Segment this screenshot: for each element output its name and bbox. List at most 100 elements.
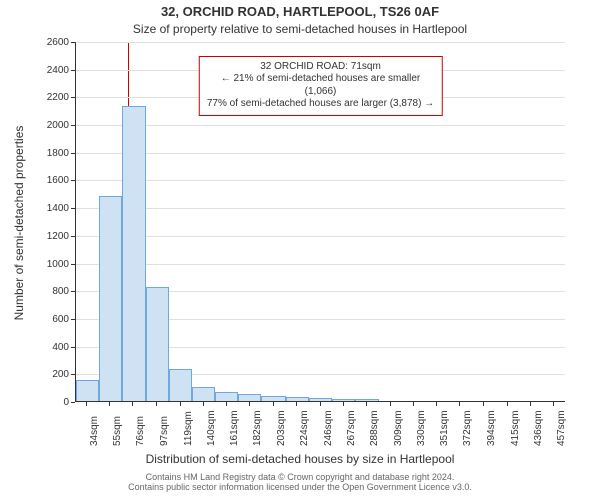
grid-line [76, 125, 565, 126]
x-tick-mark [180, 402, 181, 406]
x-tick-mark [366, 402, 367, 406]
x-tick-label: 309sqm [393, 410, 404, 446]
y-tick-mark [71, 153, 75, 154]
y-tick-mark [71, 208, 75, 209]
x-tick-label: 415sqm [510, 410, 521, 446]
annotation-line2: ← 21% of semi-detached houses are smalle… [205, 73, 436, 98]
x-tick-label: 182sqm [252, 410, 263, 446]
y-tick-mark [71, 374, 75, 375]
x-tick-label: 457sqm [556, 410, 567, 446]
histogram-bar [76, 380, 99, 401]
footer-attribution: Contains HM Land Registry data © Crown c… [0, 472, 600, 493]
x-tick-mark [343, 402, 344, 406]
x-tick-label: 436sqm [533, 410, 544, 446]
y-tick-label: 200 [35, 369, 69, 380]
x-tick-label: 97sqm [159, 416, 170, 446]
x-tick-label: 372sqm [462, 410, 473, 446]
chart-container: 32, ORCHID ROAD, HARTLEPOOL, TS26 0AF Si… [0, 0, 600, 500]
y-tick-label: 800 [35, 286, 69, 297]
y-tick-mark [71, 180, 75, 181]
x-tick-mark [553, 402, 554, 406]
histogram-bar [286, 397, 309, 401]
histogram-bar [169, 369, 192, 401]
histogram-bar [238, 394, 261, 401]
x-tick-label: 246sqm [323, 410, 334, 446]
y-axis-label: Number of semi-detached properties [12, 123, 26, 323]
y-tick-label: 2200 [35, 92, 69, 103]
x-tick-mark [530, 402, 531, 406]
x-tick-mark [296, 402, 297, 406]
y-tick-label: 400 [35, 342, 69, 353]
y-tick-label: 1400 [35, 203, 69, 214]
x-tick-mark [436, 402, 437, 406]
histogram-bar [332, 399, 355, 401]
x-tick-label: 288sqm [369, 410, 380, 446]
y-tick-label: 1600 [35, 175, 69, 186]
x-tick-mark [86, 402, 87, 406]
x-tick-mark [109, 402, 110, 406]
x-tick-label: 76sqm [135, 416, 146, 446]
footer-line2: Contains public sector information licen… [0, 482, 600, 492]
x-tick-mark [459, 402, 460, 406]
y-tick-label: 2400 [35, 65, 69, 76]
y-tick-mark [71, 291, 75, 292]
grid-line [76, 264, 565, 265]
histogram-bar [99, 196, 122, 401]
x-tick-label: 351sqm [439, 410, 450, 446]
chart-subtitle: Size of property relative to semi-detach… [0, 22, 600, 36]
x-tick-label: 394sqm [486, 410, 497, 446]
y-tick-label: 0 [35, 397, 69, 408]
grid-line [76, 180, 565, 181]
grid-line [76, 153, 565, 154]
x-tick-mark [249, 402, 250, 406]
x-axis-label: Distribution of semi-detached houses by … [0, 452, 600, 466]
x-tick-mark [156, 402, 157, 406]
x-tick-label: 119sqm [183, 411, 194, 446]
y-tick-label: 2600 [35, 37, 69, 48]
x-tick-mark [203, 402, 204, 406]
y-tick-mark [71, 42, 75, 43]
x-tick-mark [483, 402, 484, 406]
x-tick-mark [507, 402, 508, 406]
x-tick-mark [390, 402, 391, 406]
x-tick-mark [132, 402, 133, 406]
y-tick-label: 2000 [35, 120, 69, 131]
histogram-bar [355, 399, 379, 401]
y-tick-label: 1000 [35, 259, 69, 270]
plot-area: 32 ORCHID ROAD: 71sqm ← 21% of semi-deta… [75, 42, 565, 402]
x-tick-label: 55sqm [112, 416, 123, 446]
x-tick-label: 224sqm [299, 410, 310, 446]
y-tick-mark [71, 70, 75, 71]
chart-title: 32, ORCHID ROAD, HARTLEPOOL, TS26 0AF [0, 4, 600, 19]
y-tick-mark [71, 319, 75, 320]
x-tick-label: 203sqm [276, 410, 287, 446]
y-tick-label: 600 [35, 314, 69, 325]
y-tick-mark [71, 347, 75, 348]
y-tick-label: 1200 [35, 231, 69, 242]
histogram-bar [122, 106, 145, 401]
x-tick-label: 161sqm [229, 410, 240, 446]
x-tick-label: 267sqm [346, 410, 357, 446]
annotation-line1: 32 ORCHID ROAD: 71sqm [205, 61, 436, 74]
x-tick-label: 330sqm [416, 410, 427, 446]
y-tick-label: 1800 [35, 148, 69, 159]
histogram-bar [146, 287, 169, 401]
grid-line [76, 208, 565, 209]
histogram-bar [215, 392, 238, 401]
y-tick-mark [71, 97, 75, 98]
histogram-bar [309, 398, 332, 401]
histogram-bar [192, 387, 215, 401]
y-tick-mark [71, 236, 75, 237]
x-tick-label: 34sqm [89, 416, 100, 446]
x-tick-mark [413, 402, 414, 406]
annotation-box: 32 ORCHID ROAD: 71sqm ← 21% of semi-deta… [198, 56, 443, 116]
histogram-bar [261, 396, 285, 401]
grid-line [76, 236, 565, 237]
grid-line [76, 42, 565, 43]
y-tick-mark [71, 402, 75, 403]
y-tick-mark [71, 125, 75, 126]
footer-line1: Contains HM Land Registry data © Crown c… [0, 472, 600, 482]
x-tick-label: 140sqm [206, 410, 217, 446]
y-tick-mark [71, 264, 75, 265]
annotation-line3: 77% of semi-detached houses are larger (… [205, 98, 436, 111]
